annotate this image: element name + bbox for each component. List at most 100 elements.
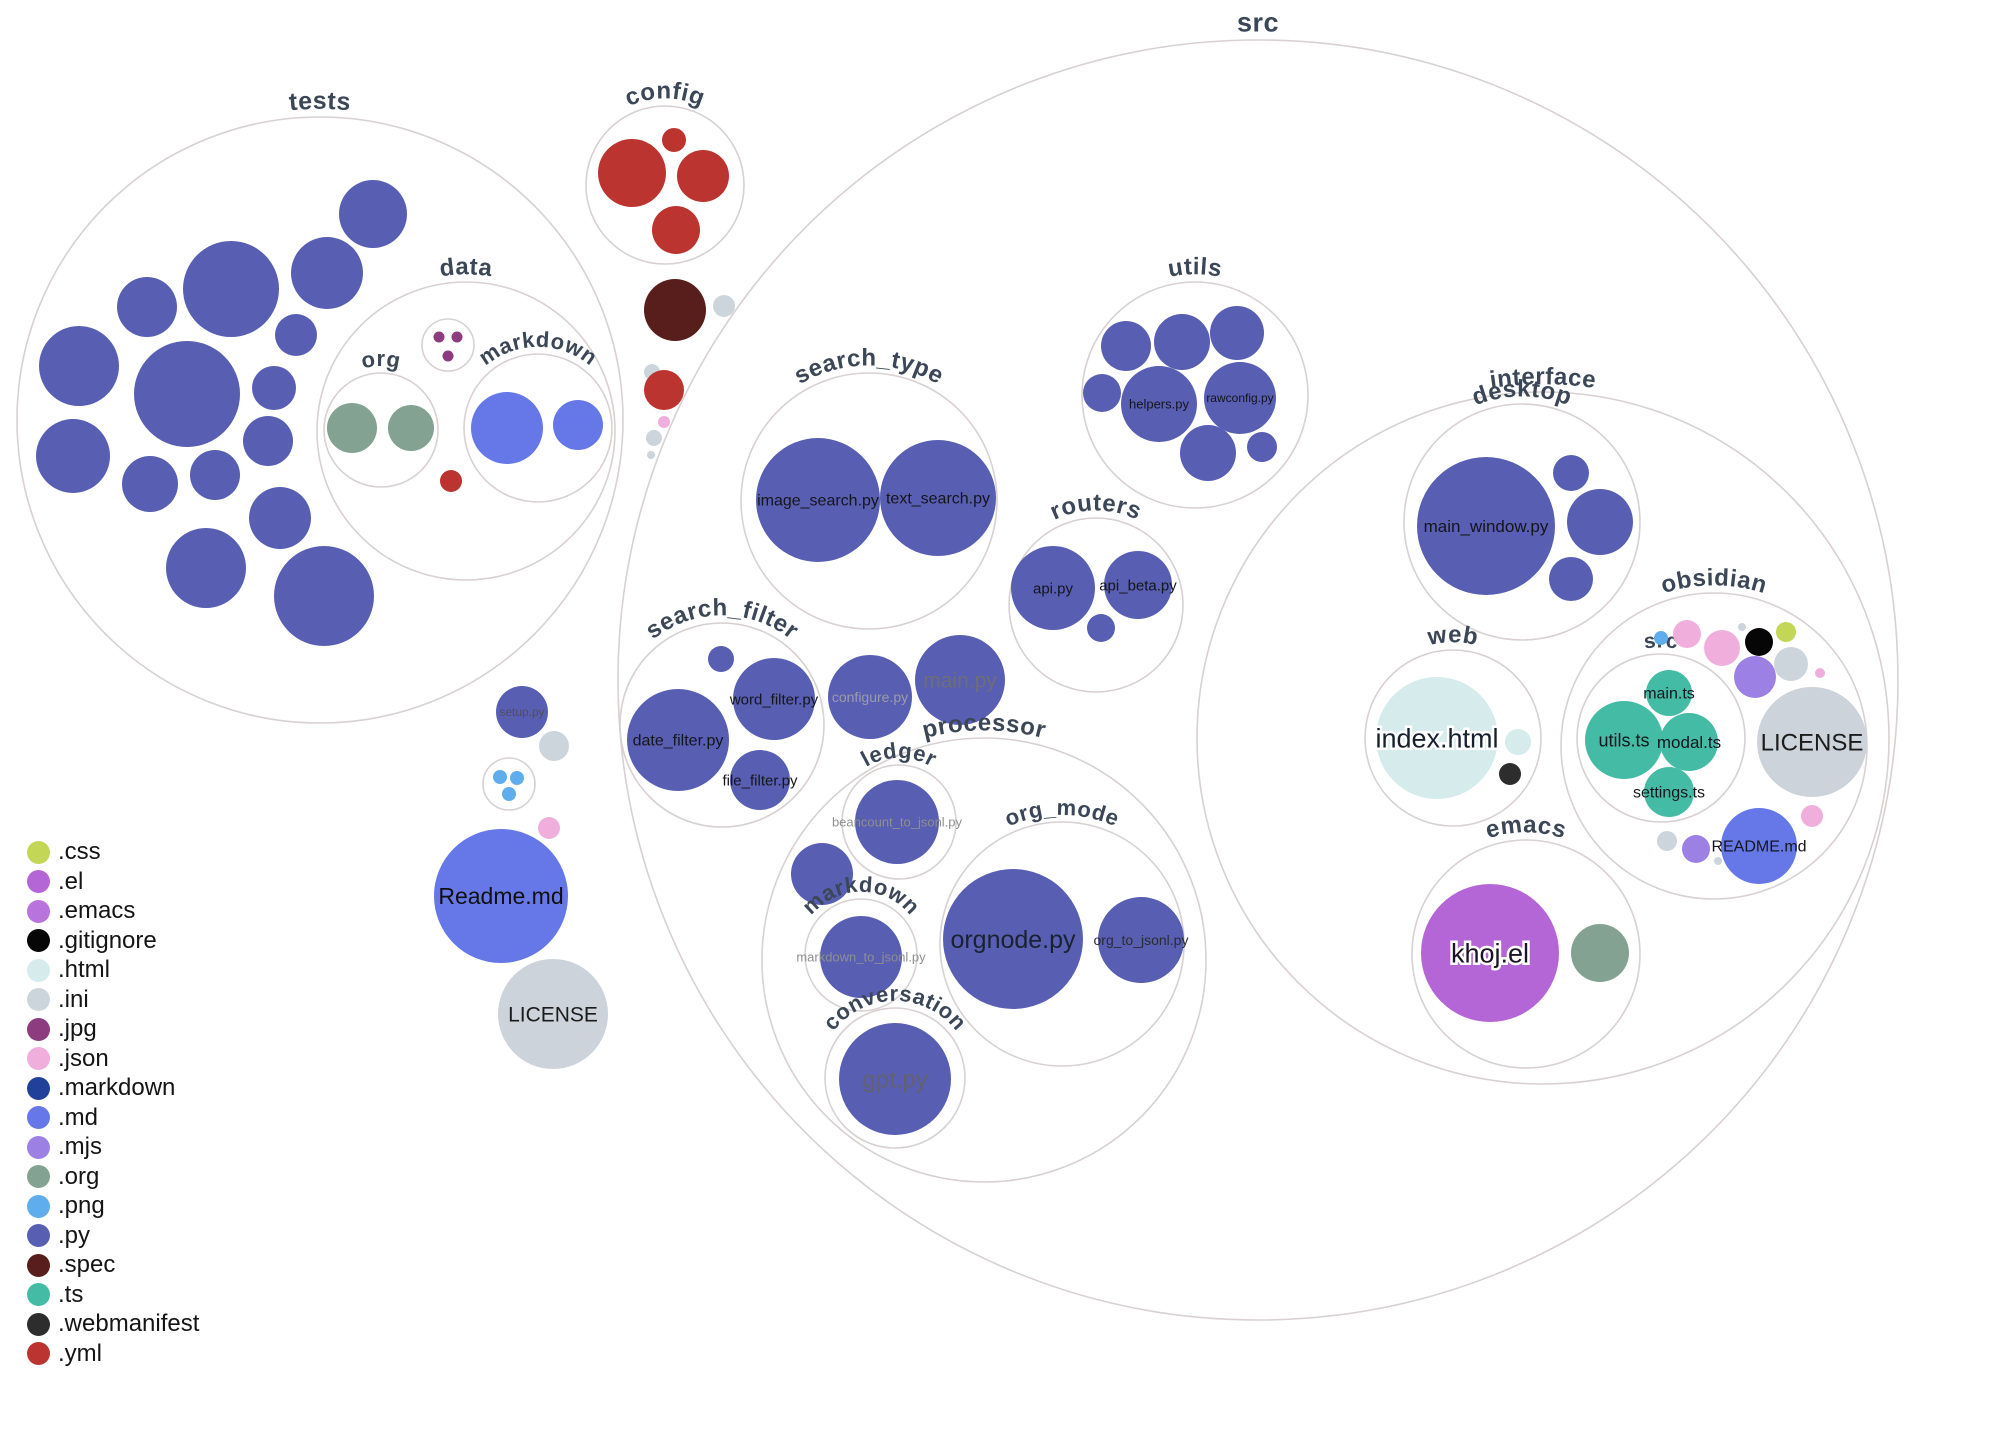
file-label-LICENSE: LICENSE xyxy=(1761,729,1864,756)
legend-label-py: .py xyxy=(58,1221,91,1249)
folder-unnamed xyxy=(421,318,475,372)
file-dot-ini xyxy=(647,451,655,459)
file-dot-yml xyxy=(662,128,686,152)
file-dot-ini xyxy=(1714,857,1722,865)
legend-label-spec: .spec xyxy=(58,1251,116,1278)
legend-swatch-mjs xyxy=(26,1135,50,1159)
folder-label-interface: interface xyxy=(1488,363,1598,394)
folder-processor xyxy=(761,737,1207,1183)
folder-markdown xyxy=(463,353,613,503)
file-dot-css xyxy=(1776,622,1796,642)
folder-src xyxy=(617,39,1899,1321)
file-dot-png xyxy=(493,770,507,784)
file-Readme.md xyxy=(434,829,568,963)
file-dot-mjs xyxy=(1682,835,1710,863)
file-khoj.el xyxy=(1421,884,1559,1022)
folder-label-org_mode: org_mode xyxy=(1001,795,1123,831)
file-dot-py xyxy=(190,450,240,500)
file-dot-json xyxy=(1815,668,1825,678)
file-api_beta.py xyxy=(1104,551,1172,619)
folder-ledger xyxy=(841,764,957,880)
file-label-main_window.py: main_window.py xyxy=(1424,517,1549,536)
file-dot-org xyxy=(388,405,434,451)
legend-item-gitignore: .gitignore xyxy=(26,926,157,956)
file-label-modal.ts: modal.ts xyxy=(1657,733,1721,752)
file-README.md xyxy=(1721,808,1797,884)
file-dot-jpg xyxy=(451,331,463,343)
file-modal.ts xyxy=(1660,713,1718,771)
file-LICENSE xyxy=(1757,687,1867,797)
legend-item-py: .py xyxy=(26,1221,91,1251)
legend-swatch-md xyxy=(26,1106,50,1129)
file-dot-md xyxy=(553,400,603,450)
legend-swatch-json xyxy=(26,1047,50,1070)
folder-data xyxy=(316,281,616,581)
file-dot-py xyxy=(39,326,119,406)
folder-config xyxy=(585,105,745,265)
file-label-beancount_to_jsonl.py: beancount_to_jsonl.py xyxy=(832,815,963,830)
folder-search_filter xyxy=(619,622,825,828)
file-org_to_jsonl.py xyxy=(1098,897,1184,983)
file-label-gpt.py: gpt.py xyxy=(862,1066,927,1093)
file-label-file_filter.py: file_filter.py xyxy=(722,772,798,789)
folder-obsidian xyxy=(1560,592,1868,900)
file-dot-py xyxy=(1247,432,1277,462)
file-label-api.py: api.py xyxy=(1033,580,1074,597)
file-main_window.py xyxy=(1417,457,1555,595)
file-dot-py xyxy=(1553,455,1589,491)
legend-label-png: .png xyxy=(58,1192,105,1219)
legend-item-org: .org xyxy=(26,1162,100,1192)
legend-label-gitignore: .gitignore xyxy=(58,926,157,954)
legend-item-html: .html xyxy=(26,955,110,985)
file-dot-yml xyxy=(677,150,729,202)
folder-label-markdown: markdown xyxy=(474,327,602,370)
file-label-api_beta.py: api_beta.py xyxy=(1099,577,1177,594)
legend-swatch-el xyxy=(26,870,50,893)
file-dot-jpg xyxy=(433,331,445,343)
file-dot-py xyxy=(134,341,240,447)
file-dot-py xyxy=(1549,557,1593,601)
legend-item-yml: .yml xyxy=(26,1339,102,1369)
file-dot-py xyxy=(275,314,317,356)
legend-item-emacs: .emacs xyxy=(26,896,135,926)
file-dot-ini xyxy=(1774,647,1808,681)
file-utils.ts xyxy=(1585,701,1663,779)
folder-emacs xyxy=(1411,839,1641,1069)
file-dot-py xyxy=(183,241,279,337)
legend-item-css: .css xyxy=(26,837,101,867)
file-dot-gitignore xyxy=(1745,628,1773,656)
file-dot-spec xyxy=(644,279,706,341)
file-dot-png xyxy=(502,787,516,801)
legend-item-jpg: .jpg xyxy=(26,1014,97,1044)
legend-label-yml: .yml xyxy=(58,1339,102,1367)
legend-swatch-gitignore xyxy=(26,929,50,952)
legend-label-ini: .ini xyxy=(58,985,89,1013)
file-dot-json xyxy=(1673,620,1701,648)
legend-swatch-ts xyxy=(26,1283,50,1306)
file-dot-json xyxy=(538,817,560,839)
folder-org_mode xyxy=(939,821,1185,1067)
file-LICENSE xyxy=(498,959,608,1069)
file-label-index.html: index.html xyxy=(1375,723,1498,753)
legend-label-org: .org xyxy=(58,1162,100,1190)
legend-swatch-markdown xyxy=(26,1076,50,1100)
file-dot-py xyxy=(274,546,374,646)
folder-label-arc xyxy=(583,98,748,158)
file-label-LICENSE: LICENSE xyxy=(508,1003,598,1026)
file-main.py xyxy=(915,635,1005,725)
file-label-org_to_jsonl.py: org_to_jsonl.py xyxy=(1094,932,1189,948)
file-dot-png xyxy=(1654,631,1668,645)
folder-label-processor: processor xyxy=(920,709,1049,744)
file-settings.ts xyxy=(1644,767,1694,817)
folder-tests xyxy=(16,116,624,724)
legend-swatch-org xyxy=(26,1165,50,1188)
folder-utils xyxy=(1081,281,1309,509)
file-dot-yml xyxy=(644,370,684,410)
legend-item-el: .el xyxy=(26,867,83,897)
file-dot-py xyxy=(1083,374,1121,412)
folder-label-org: org xyxy=(359,346,403,373)
file-dot-ini xyxy=(539,731,569,761)
file-dot-html xyxy=(1505,729,1531,755)
